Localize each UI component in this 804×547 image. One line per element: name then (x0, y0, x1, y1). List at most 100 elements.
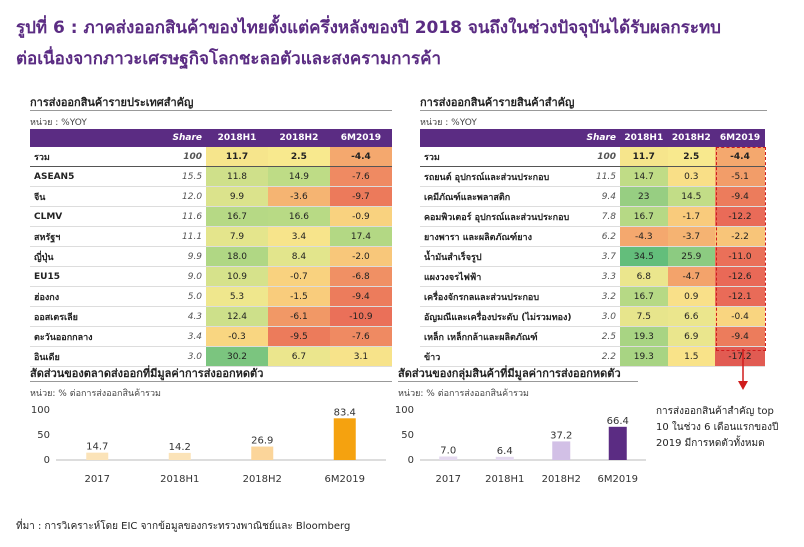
bar (552, 441, 571, 460)
heat-cell: -17.2 (715, 346, 765, 367)
page-title-line-2: ต่อเนื่องจากภาวะเศรษฐกิจโลกชะลอตัวและสงค… (16, 49, 442, 69)
heat-cell: 14.5 (667, 186, 716, 207)
heat-cell: 16.7 (206, 206, 268, 227)
table-row: ข้าว 2.2 19.3 1.5 -17.2 (420, 346, 765, 367)
note-line-1: การส่งออกสินค้าสำคัญ top (656, 406, 774, 417)
heat-cell: 6.9 (667, 326, 716, 347)
right-table-title: การส่งออกสินค้ารายสินค้าสำคัญ (420, 96, 575, 109)
right-chart-divider (398, 381, 638, 382)
left-export-country-table: Share 2018H1 2018H2 6M2019 รวม 100 11.7 2.5… (30, 129, 392, 367)
row-label: อัญมณีและเครื่องประดับ (ไม่รวมทอง) (420, 306, 582, 327)
heat-cell: -1.7 (667, 206, 716, 227)
x-tick-label: 2018H1 (160, 474, 199, 485)
left-table-title: การส่งออกสินค้ารายประเทศสำคัญ (30, 96, 194, 109)
row-share: 4.3 (159, 306, 207, 327)
heat-cell: 34.5 (620, 246, 668, 267)
bar-value-label: 14.2 (169, 442, 191, 453)
row-share: 9.0 (159, 266, 207, 287)
header-share: Share (581, 129, 621, 147)
table-row-total: รวม 100 11.7 2.5 -4.4 (420, 147, 765, 167)
y-tick-label: 0 (408, 455, 414, 466)
heat-cell: 7.9 (206, 226, 268, 247)
table-row-total: รวม 100 11.7 2.5 -4.4 (30, 147, 392, 167)
note-line-3: 2019 มีการหดตัวทั้งหมด (656, 438, 765, 449)
row-label: เหล็ก เหล็กกล้าและผลิตภัณฑ์ (420, 326, 582, 347)
heat-cell: 3.1 (329, 346, 392, 367)
row-label: เคมีภัณฑ์และพลาสติก (420, 186, 582, 207)
row-share: 6.2 (581, 226, 621, 247)
row-share: 3.2 (581, 286, 621, 307)
table-row: CLMV 11.6 16.7 16.6 -0.9 (30, 206, 392, 227)
header-2018h2: 2018H2 (267, 129, 330, 147)
heat-cell: 3.4 (267, 226, 330, 247)
row-share: 5.0 (159, 286, 207, 307)
highlight-6m2019-column (716, 147, 766, 351)
heat-cell: -9.5 (267, 326, 330, 347)
row-share: 11.6 (159, 206, 207, 227)
heat-cell: -11.0 (715, 246, 765, 267)
heat-cell: 10.9 (206, 266, 268, 287)
table-row: อินเดีย 3.0 30.2 6.7 3.1 (30, 346, 392, 367)
header-2018h2: 2018H2 (667, 129, 716, 147)
source-note: ที่มา : การวิเคราะห์โดย EIC จากข้อมูลของ… (16, 521, 351, 532)
heat-cell: -10.9 (329, 306, 392, 327)
header-label-cell (30, 129, 160, 147)
heat-cell: 11.7 (620, 147, 668, 167)
heat-cell: -5.1 (715, 166, 765, 187)
page-title-line-1: รูปที่ 6 : ภาคส่งออกสินค้าของไทยตั้งแต่ค… (16, 18, 721, 38)
row-label: ข้าว (420, 346, 582, 367)
table-row: อัญมณีและเครื่องประดับ (ไม่รวมทอง) 3.0 7.5… (420, 306, 765, 327)
row-label: ยางพารา และผลิตภัณฑ์ยาง (420, 226, 582, 247)
right-chart-title: สัดส่วนของกลุ่มสินค้าที่มีมูลค่าการส่งออ… (398, 367, 621, 380)
table-row: สหรัฐฯ 11.1 7.9 3.4 17.4 (30, 226, 392, 247)
row-share: 7.8 (581, 206, 621, 227)
header-6m2019: 6M2019 (715, 129, 765, 147)
heat-cell: 30.2 (206, 346, 268, 367)
bar-value-label: 37.2 (550, 430, 572, 441)
row-share: 3.0 (581, 306, 621, 327)
bar-value-label: 14.7 (86, 442, 108, 453)
left-chart-divider (30, 381, 392, 382)
table-row: ยางพารา และผลิตภัณฑ์ยาง 6.2 -4.3 -3.7 -2.2 (420, 226, 765, 247)
note-line-2: 10 ในช่วง 6 เดือนแรกของปี (656, 422, 779, 433)
right-table-divider (420, 110, 767, 111)
heat-cell: -7.6 (329, 326, 392, 347)
heat-cell: 7.5 (620, 306, 668, 327)
row-label: รวม (420, 147, 582, 167)
heat-cell: -12.1 (715, 286, 765, 307)
row-label: น้ำมันสำเร็จรูป (420, 246, 582, 267)
row-label: แผงวงจรไฟฟ้า (420, 266, 582, 287)
y-tick-label: 50 (401, 430, 414, 441)
arrow-down-icon (738, 349, 748, 390)
bar-value-label: 6.4 (497, 446, 513, 457)
heat-cell: 6.8 (620, 266, 668, 287)
row-label: อินเดีย (30, 346, 160, 367)
bar-value-label: 7.0 (440, 446, 456, 457)
heat-cell: 16.6 (267, 206, 330, 227)
table-row: ออสเตรเลีย 4.3 12.4 -6.1 -10.9 (30, 306, 392, 327)
heat-cell: 5.3 (206, 286, 268, 307)
row-label: คอมพิวเตอร์ อุปกรณ์และส่วนประกอบ (420, 206, 582, 227)
heat-cell: -4.4 (715, 147, 765, 167)
y-tick-label: 100 (31, 405, 50, 416)
row-share: 2.2 (581, 346, 621, 367)
heat-cell: -3.6 (267, 186, 330, 207)
heat-cell: 0.3 (667, 166, 716, 187)
heat-cell: 25.9 (667, 246, 716, 267)
row-share: 3.4 (159, 326, 207, 347)
table-row: คอมพิวเตอร์ อุปกรณ์และส่วนประกอบ 7.8 16.7-… (420, 206, 765, 227)
heat-cell: -6.1 (267, 306, 330, 327)
bar (168, 452, 191, 460)
row-label: CLMV (30, 206, 160, 227)
x-tick-label: 2017 (436, 474, 461, 485)
note-text: การส่งออกสินค้าสำคัญ top 10 ในช่วง 6 เดื… (656, 404, 778, 452)
y-tick-label: 50 (37, 430, 50, 441)
table-row: ตะวันออกกลาง 3.4 -0.3 -9.5 -7.6 (30, 326, 392, 347)
table-row: ญี่ปุ่น 9.9 18.0 8.4 -2.0 (30, 246, 392, 267)
row-label: ตะวันออกกลาง (30, 326, 160, 347)
table-row: รถยนต์ อุปกรณ์และส่วนประกอบ 11.5 14.7 0.3 -5… (420, 166, 765, 187)
table-row: เหล็ก เหล็กกล้าและผลิตภัณฑ์ 2.5 19.3 6.9 -9.… (420, 326, 765, 347)
heat-cell: 18.0 (206, 246, 268, 267)
left-chart-unit: หน่วย: % ต่อการส่งออกสินค้ารวม (30, 389, 161, 399)
row-label: EU15 (30, 266, 160, 287)
